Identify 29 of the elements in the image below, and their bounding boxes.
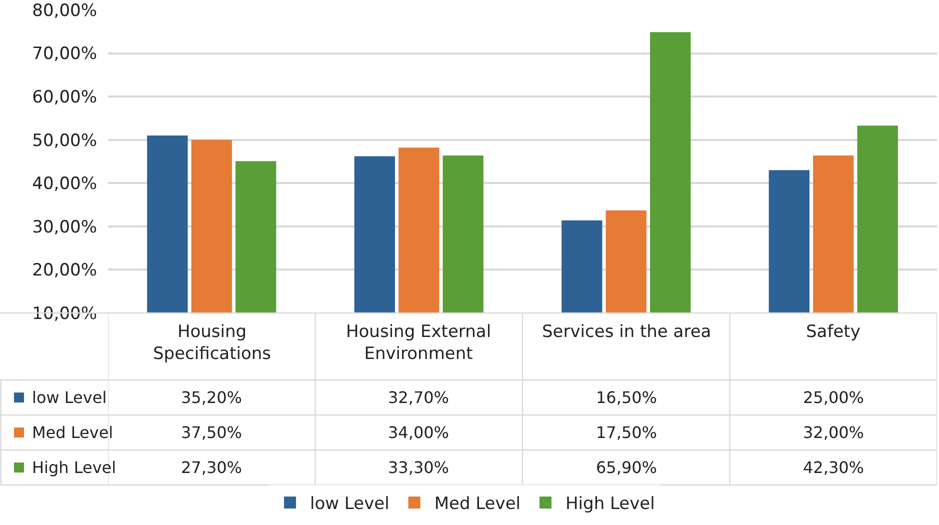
y-tick-label: 70,00% [32,44,97,64]
text: 32,70% [388,388,450,407]
x-tick-label: Services in the area [542,322,712,342]
y-tick-label: 80,00% [32,0,97,21]
y-tick-label: 20,00% [32,260,97,281]
text: 34,00% [388,423,450,442]
y-tick-label: 50,00% [32,130,97,151]
text: 33,30% [388,458,450,477]
x-tick-label: Housing Specifications [153,322,272,364]
text: 65,90% [596,458,658,477]
legend-label: low Level [32,388,107,407]
text: 25,00% [803,388,864,407]
legend-label: High Level [566,494,655,514]
text: 42,30% [803,458,864,477]
text: 17,50% [596,423,658,442]
text: Med Level [434,494,521,514]
x-tick-label: Safety [806,322,860,342]
text: low Level [310,494,390,514]
text: 32,00% [803,423,864,442]
text: 35,20% [181,388,242,407]
legend-label: Med Level [32,423,114,442]
y-tick-label: 40,00% [32,174,97,194]
text: 27,30% [181,458,242,477]
text: High Level [32,458,116,477]
x-tick-label: Housing External Environment [346,322,492,364]
y-tick-label: 60,00% [32,88,97,108]
text: 37,50% [181,423,242,442]
y-tick-label: 30,00% [32,217,97,238]
text: 16,50% [596,388,658,407]
